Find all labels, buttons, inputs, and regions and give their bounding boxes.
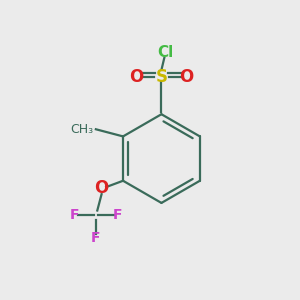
Text: F: F [112, 208, 122, 222]
Text: S: S [155, 68, 167, 86]
Text: O: O [179, 68, 194, 86]
Text: CH₃: CH₃ [70, 123, 93, 136]
Text: O: O [129, 68, 143, 86]
Text: F: F [70, 208, 79, 222]
Text: Cl: Cl [158, 45, 174, 60]
Text: O: O [94, 179, 109, 197]
Text: F: F [91, 231, 101, 245]
